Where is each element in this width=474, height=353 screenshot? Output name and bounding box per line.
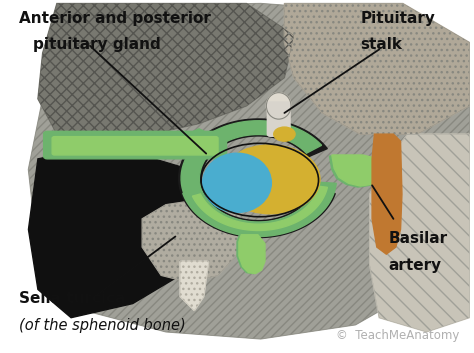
- Text: pituitary gland: pituitary gland: [33, 37, 161, 52]
- Polygon shape: [372, 134, 402, 254]
- Polygon shape: [237, 235, 263, 274]
- Polygon shape: [28, 148, 213, 318]
- Polygon shape: [181, 121, 331, 236]
- Ellipse shape: [220, 145, 320, 214]
- Polygon shape: [192, 186, 328, 231]
- FancyBboxPatch shape: [44, 131, 227, 159]
- Polygon shape: [329, 156, 384, 187]
- Polygon shape: [179, 119, 335, 238]
- Polygon shape: [28, 4, 469, 339]
- Polygon shape: [183, 182, 336, 237]
- Text: (of the sphenoid bone): (of the sphenoid bone): [19, 318, 186, 333]
- Polygon shape: [239, 235, 265, 274]
- Text: Anterior and posterior: Anterior and posterior: [19, 11, 211, 25]
- Polygon shape: [284, 4, 469, 134]
- Text: Basilar: Basilar: [389, 231, 448, 246]
- Polygon shape: [370, 134, 469, 332]
- Polygon shape: [182, 129, 209, 156]
- Polygon shape: [38, 4, 294, 141]
- Text: artery: artery: [389, 258, 442, 273]
- Polygon shape: [332, 155, 386, 186]
- Polygon shape: [142, 198, 246, 282]
- FancyBboxPatch shape: [52, 137, 218, 155]
- Text: stalk: stalk: [360, 37, 402, 52]
- Text: Sella turcica: Sella turcica: [19, 291, 126, 306]
- Polygon shape: [180, 261, 209, 311]
- FancyBboxPatch shape: [267, 102, 290, 136]
- Ellipse shape: [273, 127, 295, 141]
- Ellipse shape: [202, 153, 271, 213]
- Text: Pituitary: Pituitary: [360, 11, 435, 25]
- Text: ©  TeachMeAnatomy: © TeachMeAnatomy: [337, 329, 460, 342]
- Ellipse shape: [266, 93, 291, 119]
